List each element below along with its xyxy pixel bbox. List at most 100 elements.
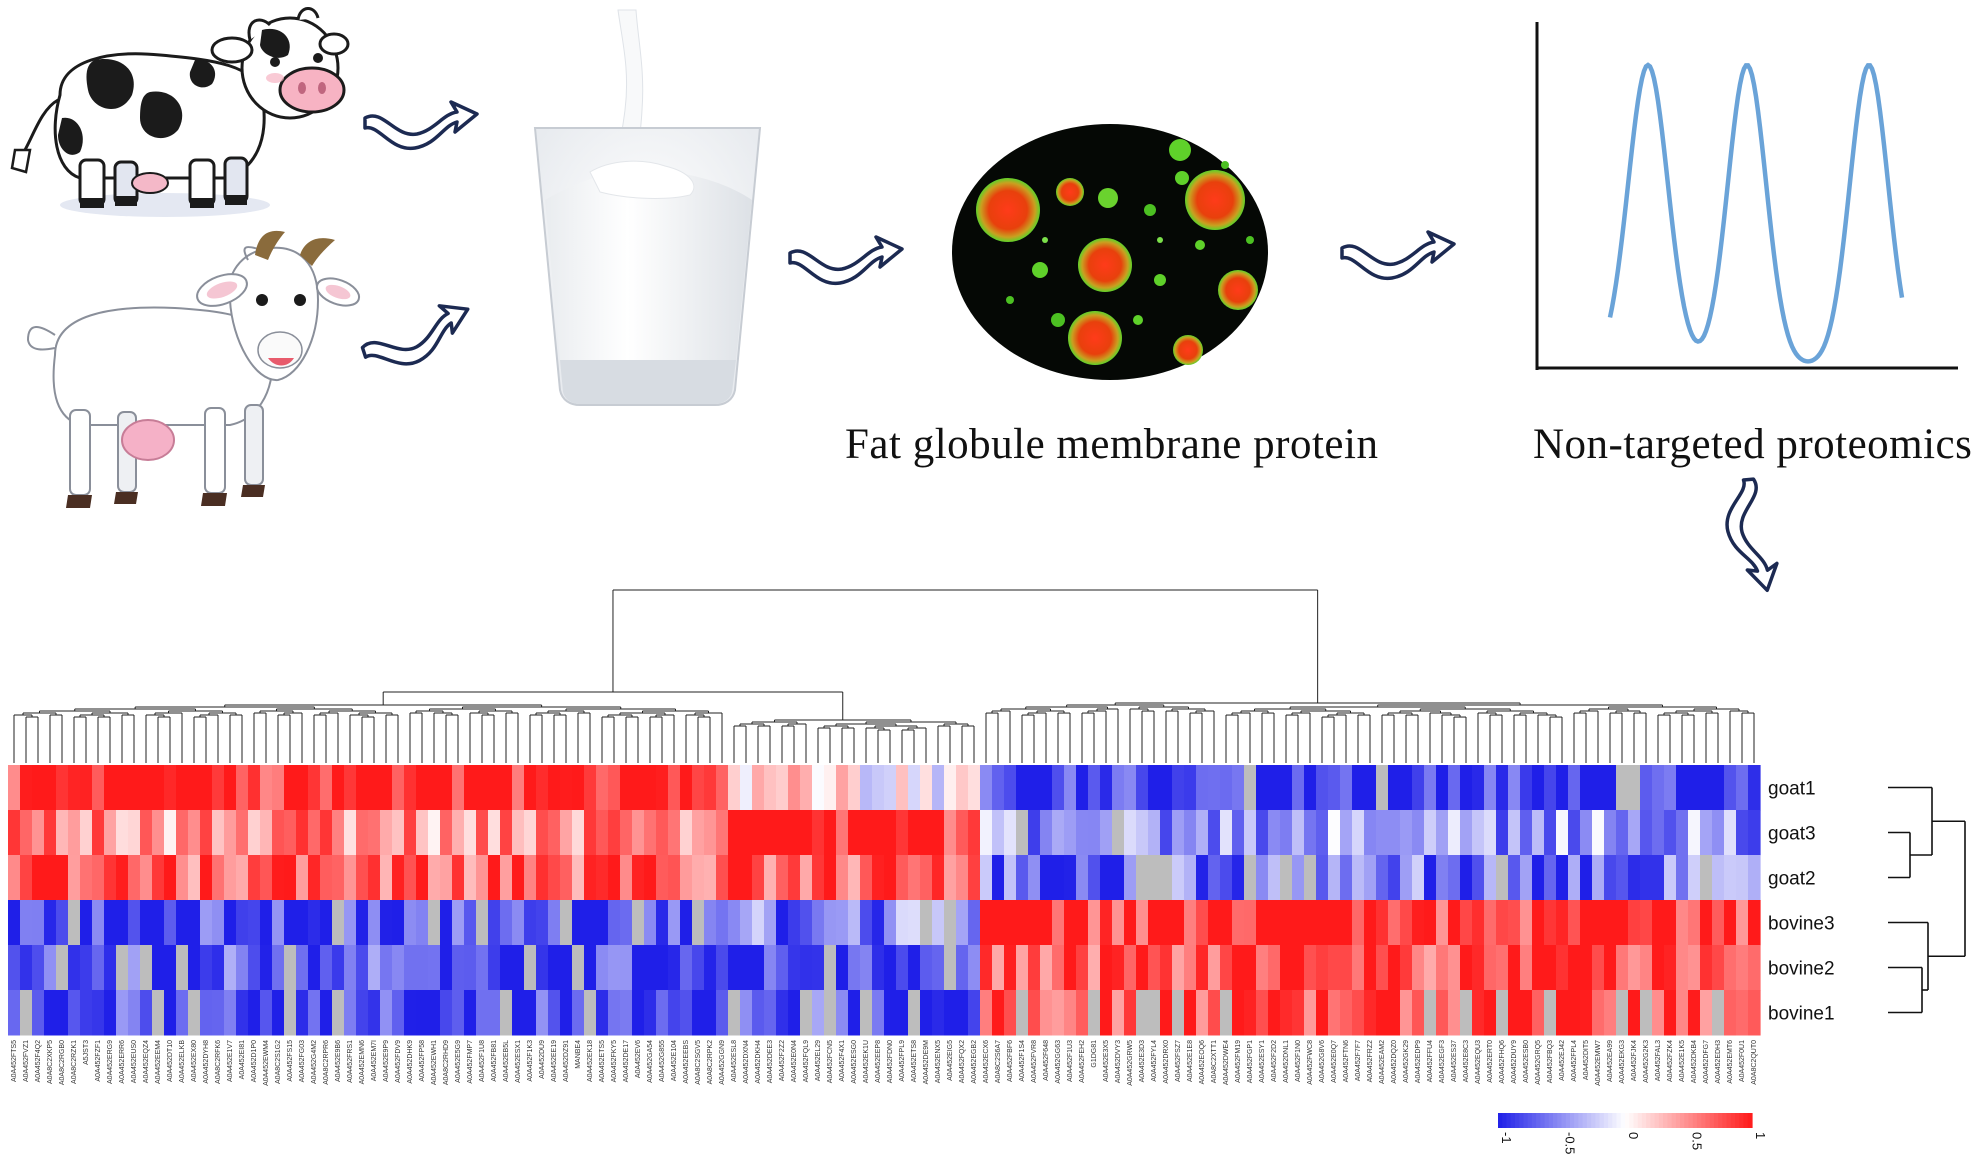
heatmap-cell bbox=[332, 765, 345, 811]
column-label: A0A452FCN5 bbox=[827, 1040, 834, 1083]
heatmap-cell bbox=[920, 945, 933, 991]
column-label: A0A452DE17 bbox=[623, 1040, 630, 1083]
heatmap-cell bbox=[980, 810, 993, 856]
heatmap-cell bbox=[176, 900, 189, 946]
heatmap-cell bbox=[1268, 900, 1281, 946]
heatmap-cell bbox=[920, 855, 933, 901]
heatmap-cell bbox=[1376, 765, 1389, 811]
heatmap-cell bbox=[980, 855, 993, 901]
heatmap-cell bbox=[1460, 990, 1473, 1036]
heatmap-cell bbox=[20, 855, 33, 901]
column-label: A0A452FEH2 bbox=[1079, 1040, 1086, 1083]
heatmap-cell bbox=[1568, 900, 1581, 946]
heatmap-cell bbox=[1112, 810, 1125, 856]
heatmap-cell bbox=[128, 945, 141, 991]
heatmap-cell bbox=[272, 810, 285, 856]
heatmap-cell bbox=[92, 990, 105, 1036]
legend-swatch bbox=[1531, 1113, 1537, 1128]
heatmap-cell bbox=[500, 810, 513, 856]
column-label: A0A452DE9M bbox=[923, 1040, 930, 1085]
heatmap-cell bbox=[1676, 990, 1689, 1036]
heatmap-cell bbox=[1136, 900, 1149, 946]
heatmap-cell bbox=[1628, 810, 1641, 856]
heatmap-cell bbox=[1712, 990, 1725, 1036]
heatmap-cell bbox=[416, 810, 429, 856]
heatmap-cell bbox=[152, 900, 165, 946]
heatmap-cell bbox=[320, 855, 333, 901]
column-label: A0A452E1K5 bbox=[1679, 1040, 1686, 1082]
column-label: A0A452FKY5 bbox=[611, 1040, 618, 1083]
heatmap-cell bbox=[536, 810, 549, 856]
heatmap-cell bbox=[872, 990, 885, 1036]
heatmap-cell bbox=[1112, 990, 1125, 1036]
heatmap-cell bbox=[32, 900, 45, 946]
heatmap-cell bbox=[1484, 945, 1497, 991]
heatmap-cell bbox=[1292, 990, 1305, 1036]
heatmap-cell bbox=[1220, 945, 1233, 991]
heatmap-cell bbox=[1316, 900, 1329, 946]
heatmap-cell bbox=[200, 855, 213, 901]
heatmap-cell bbox=[1724, 900, 1737, 946]
heatmap-cell bbox=[728, 765, 741, 811]
heatmap-cell bbox=[164, 765, 177, 811]
heatmap-cell bbox=[116, 990, 129, 1036]
heatmap-cell bbox=[140, 945, 153, 991]
heatmap-cell bbox=[512, 765, 525, 811]
heatmap-cell bbox=[56, 900, 69, 946]
heatmap-cell bbox=[1520, 945, 1533, 991]
heatmap-cell bbox=[1568, 990, 1581, 1036]
column-label: A0A452DFG7 bbox=[1703, 1040, 1710, 1084]
heatmap-cell bbox=[332, 990, 345, 1036]
heatmap-cell bbox=[1700, 990, 1713, 1036]
heatmap-cell bbox=[692, 990, 705, 1036]
heatmap-cell bbox=[1412, 990, 1425, 1036]
heatmap-cell bbox=[944, 990, 957, 1036]
heatmap-cell bbox=[668, 765, 681, 811]
heatmap-cell bbox=[1208, 900, 1221, 946]
heatmap-cell bbox=[824, 810, 837, 856]
fat-globule-caption: Fat globule membrane protein bbox=[845, 421, 1379, 468]
heatmap-cell bbox=[1724, 810, 1737, 856]
heatmap-cell bbox=[716, 810, 729, 856]
column-label: A0A452E9P9 bbox=[383, 1040, 390, 1082]
heatmap-cell bbox=[584, 990, 597, 1036]
heatmap-cell bbox=[284, 855, 297, 901]
heatmap-cell bbox=[188, 765, 201, 811]
heatmap-cell bbox=[380, 855, 393, 901]
heatmap-cell bbox=[752, 810, 765, 856]
heatmap-cell bbox=[908, 855, 921, 901]
heatmap-cell bbox=[1256, 990, 1269, 1036]
column-label: A0A8C2RPR6 bbox=[323, 1040, 330, 1085]
heatmap-cell bbox=[20, 945, 33, 991]
heatmap-cell bbox=[884, 945, 897, 991]
row-label: bovine2 bbox=[1768, 959, 1835, 980]
heatmap-cell bbox=[536, 765, 549, 811]
heatmap-cell bbox=[1640, 990, 1653, 1036]
heatmap-cell bbox=[704, 855, 717, 901]
heatmap-cell bbox=[128, 900, 141, 946]
column-label: A0A452EA99 bbox=[1607, 1040, 1614, 1082]
column-label: A0A452FDN0 bbox=[887, 1040, 894, 1083]
heatmap-cell bbox=[668, 810, 681, 856]
heatmap-cell bbox=[956, 900, 969, 946]
heatmap-cell bbox=[1124, 945, 1137, 991]
heatmap-cell bbox=[320, 945, 333, 991]
heatmap-cell bbox=[812, 945, 825, 991]
heatmap-cell bbox=[1556, 810, 1569, 856]
heatmap-cell bbox=[1712, 855, 1725, 901]
row-label: goat2 bbox=[1768, 869, 1816, 890]
column-label: A0A452EQU3 bbox=[1475, 1040, 1482, 1084]
heatmap-cell bbox=[476, 990, 489, 1036]
heatmap-cell bbox=[128, 765, 141, 811]
heatmap-cell bbox=[452, 855, 465, 901]
heatmap-cell bbox=[296, 945, 309, 991]
column-label: A0A452FS15 bbox=[287, 1040, 294, 1082]
heatmap-cell bbox=[1076, 765, 1089, 811]
heatmap-cell bbox=[1568, 855, 1581, 901]
heatmap-cell bbox=[1424, 855, 1437, 901]
heatmap-cell bbox=[1532, 810, 1545, 856]
heatmap-cell bbox=[716, 945, 729, 991]
heatmap-cell bbox=[80, 765, 93, 811]
heatmap-cell bbox=[1316, 765, 1329, 811]
heatmap-cell bbox=[932, 900, 945, 946]
